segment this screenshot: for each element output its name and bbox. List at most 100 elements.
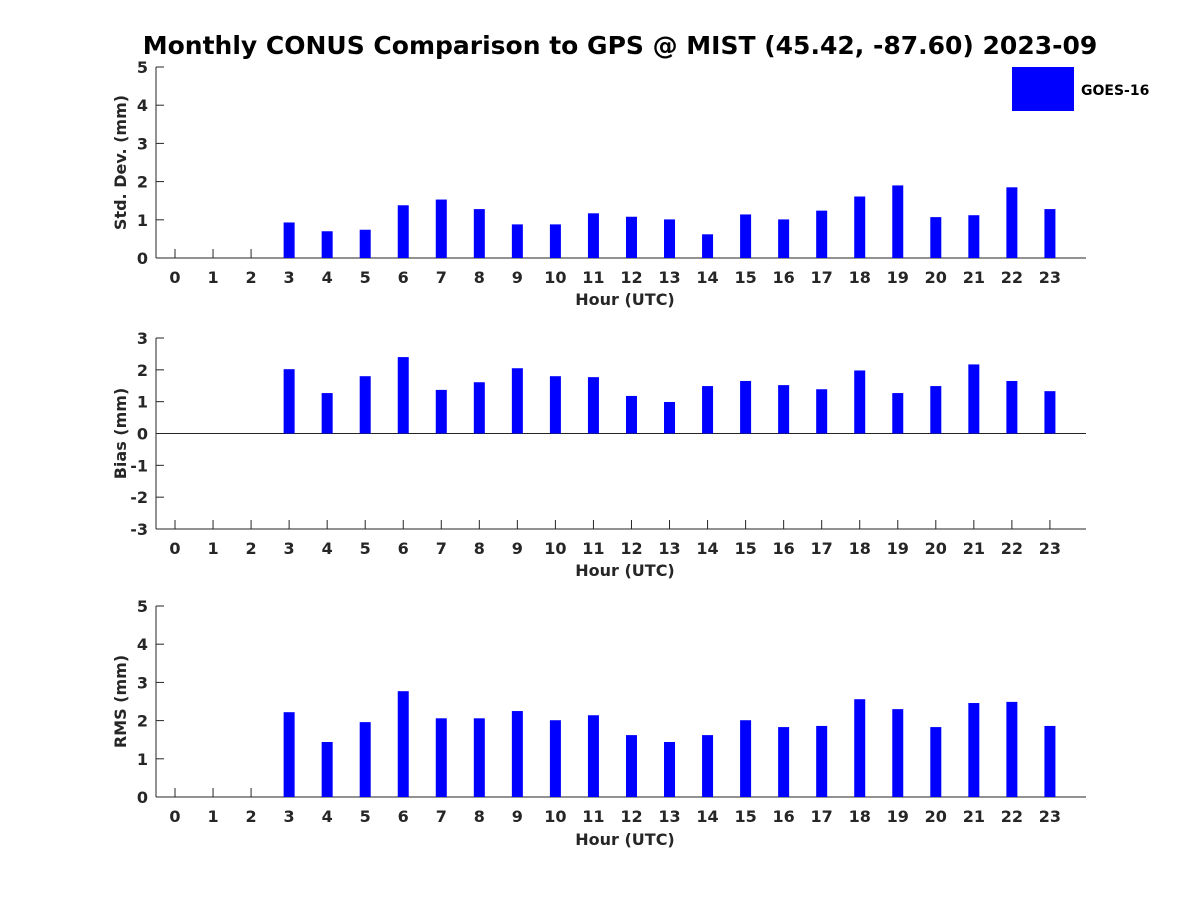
bar [1006,187,1018,258]
y-axis-label: Bias (mm) [111,388,130,480]
bar [397,691,409,797]
x-tick-label: 12 [620,268,642,287]
y-tick-label: 0 [137,249,148,268]
x-tick-label: 9 [512,807,523,826]
bar [283,369,295,434]
bar [702,234,714,258]
x-tick-label: 23 [1039,268,1061,287]
y-tick-label: 0 [137,788,148,807]
x-tick-label: 4 [322,539,333,558]
x-axis-label: Hour (UTC) [575,561,675,580]
x-tick-label: 17 [811,807,833,826]
x-tick-label: 6 [398,268,409,287]
bar [397,205,409,258]
x-tick-label: 15 [734,807,756,826]
x-tick-label: 0 [169,807,180,826]
x-tick-label: 12 [620,807,642,826]
x-tick-label: 19 [887,268,909,287]
bar [321,231,333,258]
x-tick-label: 23 [1039,807,1061,826]
y-tick-label: 5 [137,597,148,616]
x-tick-label: 7 [436,268,447,287]
x-tick-label: 22 [1001,807,1023,826]
x-tick-label: 11 [582,539,604,558]
bar [930,386,942,434]
y-tick-label: 1 [137,211,148,230]
x-tick-label: 7 [436,539,447,558]
bar [359,722,371,797]
y-tick-label: 0 [137,425,148,444]
x-tick-label: 2 [246,807,257,826]
x-tick-label: 10 [544,807,566,826]
y-axis-label: Std. Dev. (mm) [111,95,130,230]
y-tick-label: 4 [137,635,148,654]
bar [1044,209,1056,258]
x-tick-label: 21 [963,539,985,558]
y-tick-label: 3 [137,134,148,153]
legend-swatch [1012,67,1074,111]
bar [930,727,942,797]
x-tick-label: 15 [734,539,756,558]
bar [702,386,714,434]
x-tick-label: 8 [474,807,485,826]
bar [625,216,637,258]
bar [1044,391,1056,434]
y-tick-label: -2 [130,488,148,507]
x-tick-label: 3 [284,807,295,826]
bar [625,735,637,797]
x-tick-label: 4 [322,807,333,826]
y-axis-label: RMS (mm) [111,655,130,748]
bar [854,370,866,434]
x-tick-label: 17 [811,539,833,558]
x-tick-label: 7 [436,807,447,826]
y-tick-label: 2 [137,361,148,380]
bar [892,709,904,797]
y-tick-label: 3 [137,673,148,692]
bar [816,725,828,797]
bar [740,720,752,797]
y-tick-label: 3 [137,329,148,348]
bar [359,229,371,258]
x-tick-label: 20 [925,268,947,287]
legend-label: GOES-16 [1081,83,1149,99]
bar [473,718,485,797]
x-tick-label: 6 [398,807,409,826]
y-tick-label: 1 [137,393,148,412]
y-tick-label: 5 [137,58,148,77]
bar [283,222,295,258]
x-tick-label: 5 [360,807,371,826]
bar [435,199,447,258]
bar [321,393,333,434]
bar [625,395,637,434]
bar [664,219,676,258]
x-tick-label: 9 [512,539,523,558]
x-tick-label: 14 [696,807,718,826]
y-tick-label: 1 [137,750,148,769]
x-tick-label: 15 [734,268,756,287]
bar [740,214,752,258]
bar [778,385,790,434]
y-tick-label: -1 [130,456,148,475]
chart-title: Monthly CONUS Comparison to GPS @ MIST (… [143,31,1098,60]
bar [1006,380,1018,434]
bar [473,209,485,258]
x-tick-label: 3 [284,539,295,558]
x-tick-label: 10 [544,539,566,558]
x-tick-label: 9 [512,268,523,287]
y-tick-label: 4 [137,96,148,115]
x-tick-label: 1 [207,268,218,287]
bar [1044,725,1056,797]
x-tick-label: 11 [582,268,604,287]
bar [854,196,866,258]
bar [359,376,371,434]
bar [549,720,561,797]
x-tick-label: 11 [582,807,604,826]
bar [778,219,790,258]
bar [854,699,866,797]
x-tick-label: 2 [246,539,257,558]
x-tick-label: 13 [658,807,680,826]
bar [664,401,676,434]
x-tick-label: 18 [849,807,871,826]
